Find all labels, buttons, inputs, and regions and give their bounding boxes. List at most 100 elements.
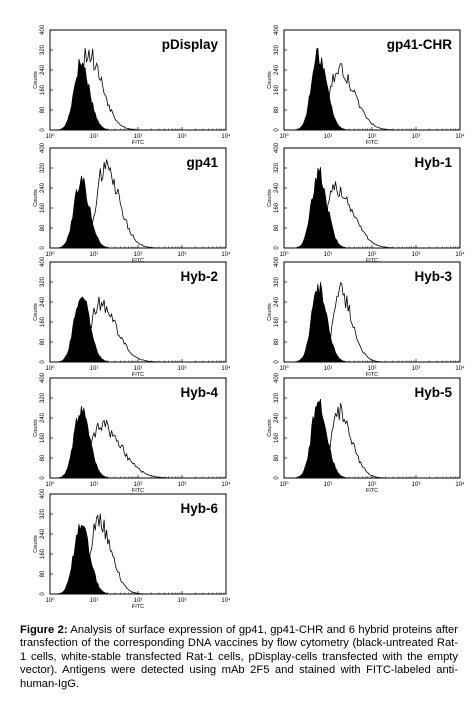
- panel-title: pDisplay: [162, 37, 219, 52]
- y-tick-label: 400: [40, 256, 46, 267]
- y-tick-label: 320: [40, 162, 46, 173]
- y-tick-label: 240: [40, 412, 46, 423]
- y-axis-label: Counts: [33, 189, 39, 207]
- transfected-histogram: [284, 181, 460, 249]
- x-tick-label: 10¹: [324, 366, 333, 372]
- y-tick-label: 160: [40, 432, 46, 443]
- y-tick-label: 80: [274, 224, 280, 231]
- transfected-histogram: [50, 159, 226, 249]
- x-tick-label: 10⁰: [45, 481, 55, 488]
- y-tick-label: 0: [40, 592, 46, 596]
- x-tick-label: 10³: [412, 252, 421, 258]
- x-tick-label: 10⁴: [221, 133, 231, 140]
- y-tick-label: 160: [274, 202, 280, 213]
- x-tick-label: 10⁰: [279, 251, 289, 258]
- y-tick-label: 80: [40, 224, 46, 231]
- y-tick-label: 400: [40, 488, 46, 499]
- x-tick-label: 10⁰: [279, 365, 289, 372]
- y-tick-label: 400: [40, 372, 46, 383]
- y-axis-label: Counts: [267, 303, 273, 321]
- panel-title: Hyb-4: [180, 385, 218, 400]
- x-tick-label: 10²: [134, 482, 143, 488]
- y-tick-label: 160: [274, 316, 280, 327]
- x-axis-label: FITC: [132, 140, 144, 146]
- y-tick-label: 240: [274, 64, 280, 75]
- y-tick-label: 0: [274, 128, 280, 132]
- y-tick-label: 240: [40, 528, 46, 539]
- transfected-histogram: [284, 63, 460, 131]
- panel-title: gp41: [186, 155, 218, 170]
- panel-title: Hyb-2: [180, 269, 218, 284]
- y-tick-label: 0: [40, 128, 46, 132]
- x-axis-label: FITC: [366, 488, 378, 494]
- transfected-histogram: [50, 296, 226, 363]
- x-tick-label: 10³: [178, 134, 187, 140]
- x-tick-label: 10²: [368, 366, 377, 372]
- y-tick-label: 0: [274, 476, 280, 480]
- y-tick-label: 400: [274, 24, 280, 35]
- panel-title: Hyb-1: [414, 155, 452, 170]
- x-tick-label: 10⁴: [455, 133, 465, 140]
- x-tick-label: 10⁰: [279, 133, 289, 140]
- x-tick-label: 10²: [134, 252, 143, 258]
- y-tick-label: 240: [274, 412, 280, 423]
- x-tick-label: 10⁴: [221, 251, 231, 258]
- y-axis-label: Counts: [267, 189, 273, 207]
- y-tick-label: 320: [274, 44, 280, 55]
- x-tick-label: 10²: [368, 252, 377, 258]
- panel-title: Hyb-3: [414, 269, 452, 284]
- x-tick-label: 10⁴: [221, 365, 231, 372]
- y-axis-label: Counts: [33, 71, 39, 89]
- x-tick-label: 10²: [134, 134, 143, 140]
- y-tick-label: 400: [274, 142, 280, 153]
- x-axis-label: FITC: [366, 258, 378, 264]
- x-tick-label: 10³: [178, 366, 187, 372]
- x-tick-label: 10⁰: [45, 597, 55, 604]
- caption-label: Figure 2:: [20, 624, 68, 636]
- y-axis-label: Counts: [267, 71, 273, 89]
- x-axis-label: FITC: [132, 604, 144, 610]
- x-tick-label: 10⁴: [221, 597, 231, 604]
- caption-text: Analysis of surface expression of gp41, …: [20, 624, 458, 690]
- y-tick-label: 400: [40, 142, 46, 153]
- panel-title: Hyb-5: [414, 385, 452, 400]
- y-tick-label: 80: [40, 570, 46, 577]
- y-tick-label: 160: [40, 548, 46, 559]
- y-tick-label: 80: [40, 338, 46, 345]
- y-tick-label: 80: [274, 106, 280, 113]
- y-tick-label: 240: [274, 296, 280, 307]
- x-tick-label: 10³: [178, 252, 187, 258]
- y-tick-label: 320: [274, 276, 280, 287]
- x-tick-label: 10⁴: [455, 251, 465, 258]
- x-tick-label: 10¹: [90, 598, 99, 604]
- y-tick-label: 0: [274, 246, 280, 250]
- y-tick-label: 0: [40, 476, 46, 480]
- y-tick-label: 320: [40, 44, 46, 55]
- y-tick-label: 320: [274, 162, 280, 173]
- y-axis-label: Counts: [33, 303, 39, 321]
- x-axis-label: FITC: [132, 488, 144, 494]
- y-tick-label: 320: [40, 508, 46, 519]
- y-tick-label: 80: [274, 338, 280, 345]
- x-axis-label: FITC: [132, 258, 144, 264]
- y-tick-label: 0: [274, 360, 280, 364]
- x-tick-label: 10³: [412, 366, 421, 372]
- x-tick-label: 10⁰: [45, 365, 55, 372]
- y-tick-label: 0: [40, 246, 46, 250]
- x-tick-label: 10¹: [90, 252, 99, 258]
- x-tick-label: 10¹: [90, 134, 99, 140]
- x-tick-label: 10³: [178, 482, 187, 488]
- y-tick-label: 320: [40, 392, 46, 403]
- x-tick-label: 10⁴: [455, 481, 465, 488]
- y-tick-label: 240: [40, 64, 46, 75]
- y-tick-label: 160: [40, 316, 46, 327]
- panel-title: Hyb-6: [180, 501, 218, 516]
- x-tick-label: 10⁴: [221, 481, 231, 488]
